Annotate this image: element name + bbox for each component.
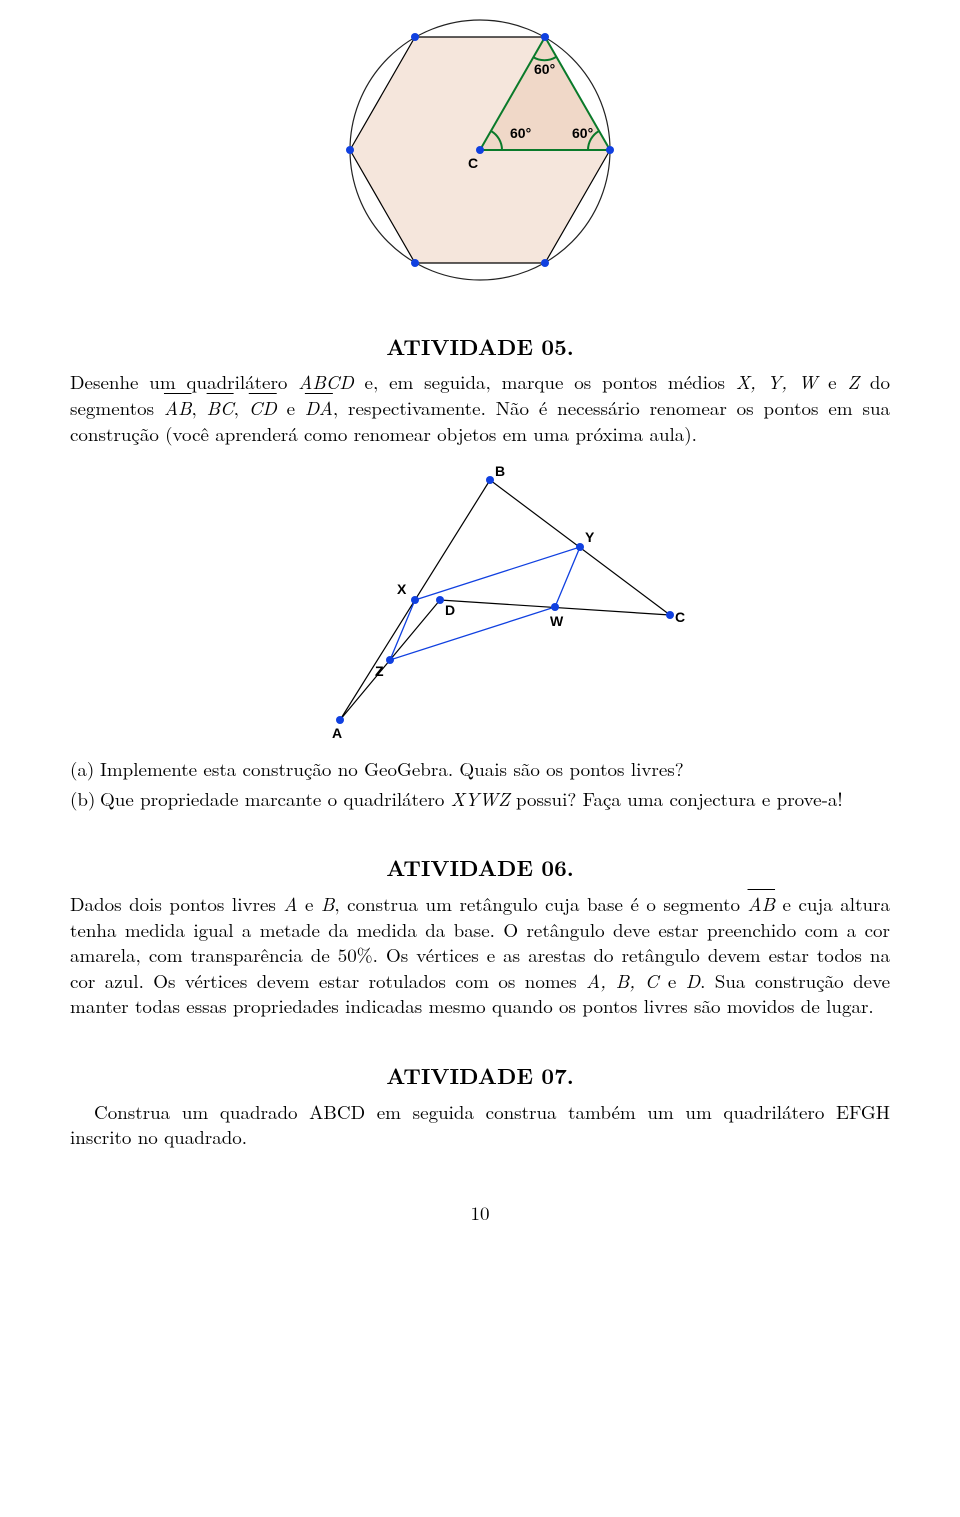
angle-label-2: 60° — [572, 125, 593, 141]
quad-svg: A B C D X Y W Z — [270, 460, 690, 740]
hexagon-figure: C 60° 60° 60° — [70, 0, 890, 306]
angle-label-3: 60° — [534, 61, 555, 77]
item-a-text: Implemente esta construção no GeoGebra. … — [100, 755, 684, 782]
page-number: 10 — [70, 1200, 890, 1226]
list-item: (b)Que propriedade marcante o quadriláte… — [70, 786, 890, 812]
label-B: B — [495, 463, 505, 479]
label-Z: Z — [375, 663, 384, 679]
point-Z — [386, 656, 394, 664]
hexagon-svg: C 60° 60° 60° — [310, 0, 650, 300]
item-b-text: Que propriedade marcante o quadrilátero … — [100, 785, 843, 812]
hex-vertex — [411, 259, 419, 267]
hex-vertex — [606, 146, 614, 154]
hex-vertex — [346, 146, 354, 154]
hex-vertex — [541, 33, 549, 41]
label-C: C — [675, 609, 685, 625]
activity-07-paragraph: Construa um quadrado ABCD em seguida con… — [70, 1099, 890, 1150]
quad-figure: A B C D X Y W Z — [70, 460, 890, 746]
activity-05-list: (a)Implemente esta construção no GeoGebr… — [70, 756, 890, 811]
activity-05-paragraph: Desenhe um quadrilátero ABCD e, em segui… — [70, 369, 890, 446]
center-label: C — [468, 155, 478, 171]
activity-05-title: ATIVIDADE 05. — [70, 332, 890, 362]
hex-center-point — [476, 146, 484, 154]
point-C — [666, 611, 674, 619]
activity-07-title: ATIVIDADE 07. — [70, 1061, 890, 1091]
hex-vertex — [411, 33, 419, 41]
hex-vertex — [541, 259, 549, 267]
point-B — [486, 476, 494, 484]
label-Y: Y — [585, 529, 595, 545]
point-D — [436, 596, 444, 604]
label-D: D — [445, 602, 455, 618]
point-Y — [576, 543, 584, 551]
activity-06-paragraph: Dados dois pontos livres A e B, construa… — [70, 891, 890, 1019]
item-label-a: (a) — [70, 756, 100, 782]
point-X — [411, 596, 419, 604]
point-A — [336, 716, 344, 724]
label-A: A — [332, 725, 342, 740]
activity-06-title: ATIVIDADE 06. — [70, 853, 890, 883]
item-label-b: (b) — [70, 786, 100, 812]
point-W — [551, 603, 559, 611]
label-W: W — [550, 613, 564, 629]
list-item: (a)Implemente esta construção no GeoGebr… — [70, 756, 890, 782]
angle-label-1: 60° — [510, 125, 531, 141]
label-X: X — [397, 581, 407, 597]
